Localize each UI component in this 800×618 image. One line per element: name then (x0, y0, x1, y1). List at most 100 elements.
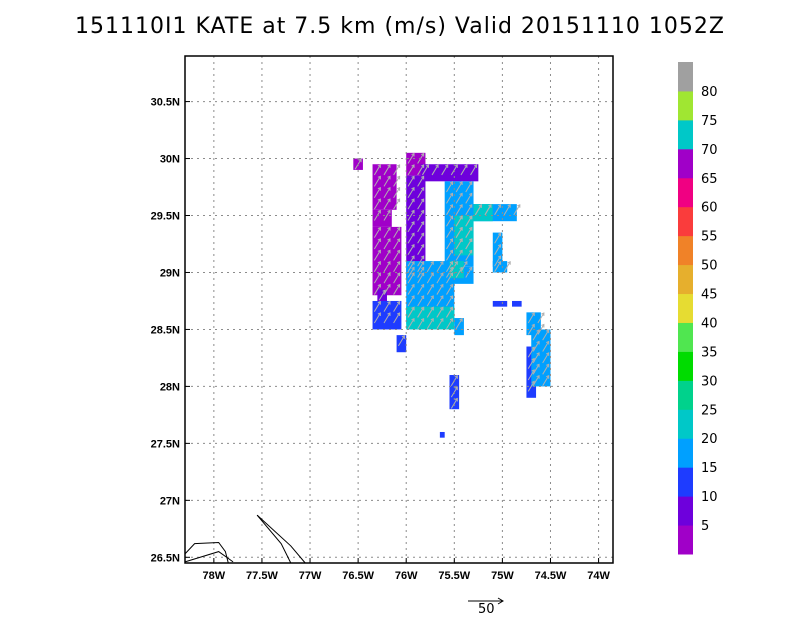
wind-vector-arrow (542, 352, 550, 364)
wind-vector-arrow (373, 164, 381, 176)
x-axis-ticks: 78W 77.5W 77W 76.5W 76W 75.5W 75W 74.5W 74W (203, 558, 610, 582)
colorbar-label: 35 (701, 345, 718, 360)
wind-cell-25 (406, 306, 455, 330)
wind-vector-arrow (417, 175, 425, 187)
wind-vector-arrow (407, 295, 415, 307)
wind-vector-arrow (383, 249, 391, 261)
wind-vector-arrow (393, 249, 401, 261)
wind-cell-20 (454, 318, 464, 336)
wind-vector-arrow (455, 238, 463, 250)
wind-vector-arrow (417, 306, 425, 318)
wind-vector-arrow (503, 261, 511, 273)
wind-vector-arrow (373, 175, 381, 187)
wind-vector-arrow (465, 226, 473, 238)
x-tick-label: 74W (587, 570, 610, 582)
wind-cell-10 (406, 175, 426, 279)
wind-vector-arrow (460, 164, 468, 176)
y-tick-label: 26.5N (151, 552, 180, 564)
wind-vector-arrow (446, 272, 453, 284)
wind-vector-arrow (373, 261, 381, 273)
wind-vector-arrow (455, 249, 463, 261)
wind-vector-arrow (446, 261, 453, 273)
colorbar-segment (678, 322, 693, 352)
colorbar-segment (678, 380, 693, 410)
colorbar-label: 40 (701, 316, 718, 331)
wind-vector-arrow (455, 215, 463, 227)
wind-vector-arrow (455, 192, 463, 204)
wind-cell-25 (473, 204, 493, 222)
colorbar-label: 20 (701, 432, 718, 447)
wind-speed-fields (353, 152, 551, 438)
wind-vector-arrow (460, 261, 468, 273)
wind-vector-arrow (407, 266, 415, 278)
wind-vector-arrow (393, 261, 401, 273)
wind-vector-arrow (393, 164, 401, 176)
wind-vector-arrow (407, 198, 415, 210)
wind-vector-arrow (383, 261, 391, 273)
wind-cell-10 (377, 289, 387, 307)
wind-vector-arrow (373, 272, 381, 284)
colorbar-label: 55 (701, 230, 718, 245)
wind-vector-arrow (532, 363, 540, 375)
wind-vector-arrow (383, 209, 391, 221)
colorbar-label: 10 (701, 490, 718, 505)
wind-cell-15 (396, 335, 407, 353)
wind-vector-arrow (436, 318, 444, 329)
wind-vector-arrow (446, 238, 453, 250)
wind-vector-arrow (373, 249, 381, 261)
coastline (184, 514, 306, 564)
colorbar-segment (678, 351, 693, 381)
wind-vector-arrow (465, 238, 473, 250)
wind-vector-arrow (426, 261, 434, 273)
wind-vector-arrow (422, 164, 429, 176)
wind-vector-arrow (383, 272, 391, 284)
x-tick-label: 75.5W (438, 570, 470, 582)
wind-vector-arrow (373, 226, 381, 238)
wind-vector-arrow (373, 283, 381, 295)
wind-vector-arrow (393, 198, 401, 210)
colorbar-label: 45 (701, 288, 718, 303)
colorbar-label: 15 (701, 461, 718, 476)
colorbar-segment (678, 119, 693, 150)
x-tick-label: 75W (491, 570, 514, 582)
y-axis-ticks: 26.5N 27N 27.5N 28N 28.5N 29N 29.5N 30N 30.5N (151, 97, 190, 564)
wind-vector-arrow (407, 232, 415, 244)
wind-vector-arrow (417, 221, 425, 233)
wind-vector-arrow (417, 272, 425, 284)
colorbar-segment (678, 206, 693, 237)
wind-vectors (354, 152, 550, 409)
wind-vector-arrow (465, 249, 473, 261)
colorbar-label: 75 (701, 114, 718, 129)
wind-vector-arrow (446, 295, 453, 307)
y-tick-label: 27.5N (151, 438, 180, 450)
wind-vector-arrow (417, 295, 425, 307)
wind-vector-arrow (407, 283, 415, 295)
wind-vector-arrow (465, 192, 473, 204)
coastline-segment (256, 514, 292, 564)
wind-vector-arrow (407, 221, 415, 233)
wind-vector-arrow (383, 312, 391, 324)
colorbar: 5 10 15 20 25 30 35 40 45 50 55 60 65 70 75 80 (678, 62, 718, 555)
wind-vector-arrow (417, 232, 425, 244)
wind-vector-arrow (455, 181, 463, 193)
colorbar-segment (678, 235, 693, 266)
wind-vector-arrow (465, 204, 473, 216)
wind-vector-arrow (383, 226, 391, 238)
colorbar-segment (678, 409, 693, 439)
wind-vector-arrow (407, 318, 415, 329)
x-tick-label: 76W (395, 570, 418, 582)
y-tick-label: 29.5N (151, 211, 180, 223)
wind-vector-arrow (446, 283, 453, 295)
wind-vector-arrow (383, 164, 391, 176)
wind-vector-arrow (426, 272, 434, 284)
wind-cell-15 (439, 431, 445, 438)
colorbar-label: 50 (701, 259, 718, 274)
plot-frame (184, 55, 614, 564)
wind-vector-arrow (474, 204, 482, 216)
wind-vector-arrow (407, 306, 415, 318)
wind-vector-arrow (446, 181, 453, 193)
gridlines (185, 56, 613, 563)
colorbar-segment (678, 264, 693, 295)
wind-vector-arrow (393, 283, 401, 295)
wind-vector-arrow (450, 397, 458, 409)
